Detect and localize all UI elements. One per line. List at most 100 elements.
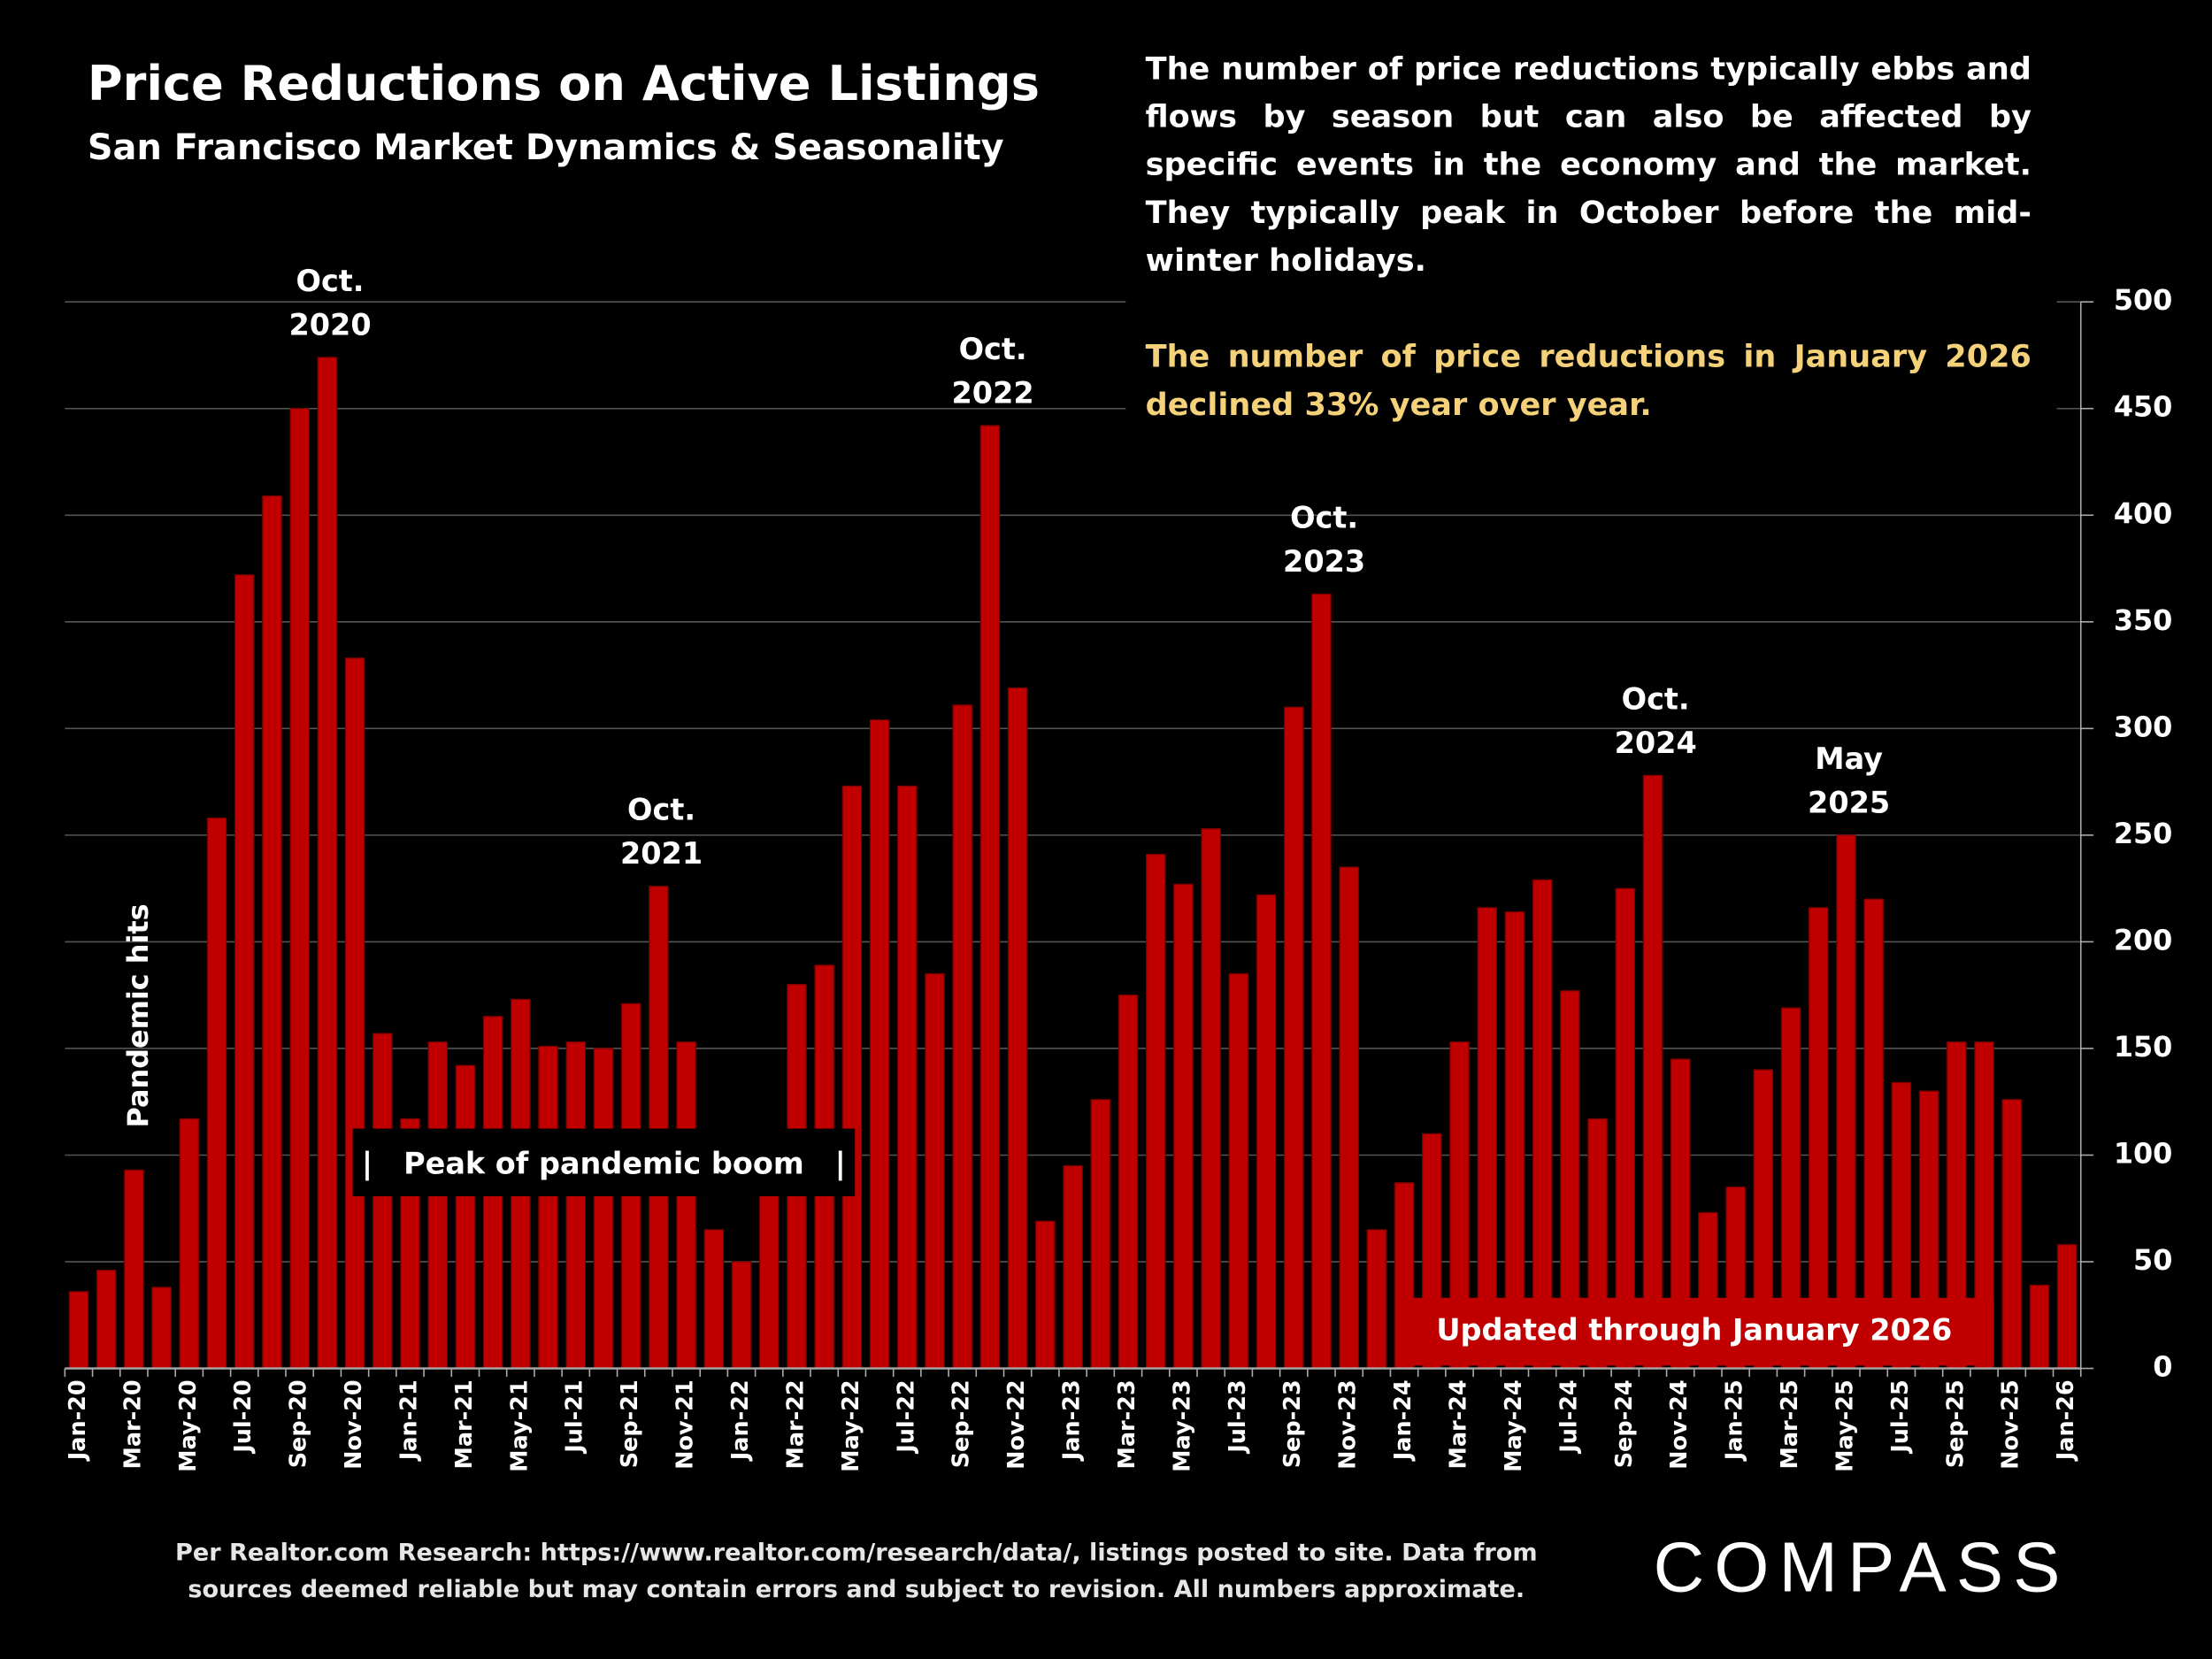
x-tick-label: Mar-23 — [1114, 1379, 1141, 1469]
bar — [1173, 883, 1194, 1370]
x-tick-label: Nov-24 — [1666, 1379, 1693, 1470]
pandemic-note: Pandemic hits — [121, 903, 155, 1127]
y-tick-label: 250 — [2114, 817, 2173, 850]
bar — [731, 1261, 752, 1370]
annotation: 2023 — [1283, 544, 1365, 579]
bar — [925, 972, 945, 1370]
annotation: Oct. — [1290, 500, 1358, 534]
x-tick-label: Nov-21 — [672, 1379, 699, 1470]
updated-box — [1396, 1297, 1993, 1366]
bar — [676, 1041, 696, 1370]
annotation: 2025 — [1808, 785, 1890, 819]
bar — [897, 785, 918, 1370]
bar — [2056, 1244, 2078, 1370]
annotation: Oct. — [627, 793, 695, 827]
x-tick-label: Mar-20 — [119, 1379, 146, 1469]
highlight: The number of price reductions in Januar… — [1145, 340, 2032, 424]
bar — [2001, 1099, 2022, 1370]
bar — [317, 357, 338, 1370]
bar — [68, 1291, 89, 1370]
x-tick-label: Mar-24 — [1445, 1379, 1471, 1469]
x-tick-label: Jul-22 — [893, 1379, 919, 1454]
bar — [565, 1041, 586, 1370]
bar — [1256, 894, 1277, 1370]
bar — [1063, 1164, 1083, 1370]
bar — [1836, 834, 1856, 1370]
y-tick-label: 500 — [2114, 283, 2173, 317]
y-tick-label: 400 — [2114, 496, 2173, 530]
x-tick-label: May-20 — [175, 1379, 202, 1472]
chart-title: Price Reductions on Active Listings — [87, 56, 1040, 113]
bar — [344, 657, 365, 1370]
x-tick-label: Jan-23 — [1059, 1379, 1086, 1462]
x-tick-label: Sep-22 — [949, 1379, 975, 1468]
footnote: Per Realtor.com Research: https://www.re… — [155, 1535, 1557, 1609]
bar — [1615, 887, 1636, 1370]
x-tick-label: Mar-21 — [451, 1379, 478, 1469]
x-tick-label: Jan-26 — [2053, 1379, 2079, 1462]
bar — [455, 1064, 476, 1370]
bar — [1145, 853, 1166, 1370]
boom-box — [352, 1128, 856, 1197]
x-tick-label: Jan-20 — [65, 1379, 91, 1462]
bar — [869, 719, 890, 1370]
y-tick-label: 350 — [2114, 603, 2173, 637]
bar — [649, 886, 669, 1370]
y-tick-label: 300 — [2114, 710, 2173, 743]
x-tick-label: Jul-21 — [562, 1379, 588, 1454]
x-tick-label: Nov-22 — [1003, 1379, 1030, 1470]
x-tick-label: Sep-20 — [286, 1379, 312, 1468]
y-tick-label: 100 — [2114, 1136, 2173, 1170]
chart-subtitle: San Francisco Market Dynamics & Seasonal… — [87, 127, 1004, 168]
annotation: 2022 — [952, 375, 1034, 410]
y-tick-label: 50 — [2133, 1243, 2172, 1277]
y-tick-label: 450 — [2114, 390, 2173, 424]
updated-note: Updated through January 2026 — [1436, 1313, 1952, 1348]
x-tick-label: Sep-24 — [1611, 1379, 1638, 1468]
bar — [179, 1118, 200, 1370]
description-backdrop — [1125, 0, 2057, 441]
x-tick-label: Jan-24 — [1390, 1379, 1417, 1462]
bar — [1283, 706, 1304, 1370]
annotation: 2024 — [1615, 726, 1697, 760]
bar — [538, 1045, 558, 1370]
x-tick-label: May-23 — [1169, 1379, 1195, 1472]
bar — [979, 425, 1001, 1370]
bar — [151, 1286, 172, 1370]
bar — [1090, 1099, 1111, 1370]
y-tick-label: 150 — [2114, 1030, 2173, 1064]
x-tick-label: Mar-22 — [782, 1379, 809, 1469]
x-tick-label: Jan-22 — [727, 1379, 754, 1462]
x-tick-label: Nov-20 — [341, 1379, 367, 1470]
bar — [841, 785, 863, 1370]
annotation: 2021 — [620, 836, 703, 871]
x-tick-label: Jul-20 — [230, 1379, 257, 1454]
bar — [1118, 995, 1139, 1370]
bar — [2029, 1284, 2050, 1370]
y-tick-label: 200 — [2114, 923, 2173, 956]
logo: COMPASS — [1653, 1527, 2070, 1608]
annotation: 2020 — [288, 307, 371, 342]
bar — [289, 408, 310, 1370]
bar — [427, 1041, 448, 1370]
x-tick-label: May-25 — [1832, 1379, 1858, 1472]
footnote-line: sources deemed reliable but may contain … — [188, 1575, 1525, 1604]
annotation: Oct. — [959, 332, 1027, 366]
annotation: Oct. — [1622, 681, 1690, 716]
bar — [262, 495, 282, 1370]
bar — [1366, 1229, 1387, 1370]
bar — [124, 1169, 144, 1370]
x-tick-label: Sep-23 — [1279, 1379, 1306, 1468]
boom-note: | Peak of pandemic boom | — [362, 1146, 846, 1180]
annotation: Oct. — [296, 264, 365, 298]
footnote-line: Per Realtor.com Research: https://www.re… — [174, 1539, 1538, 1568]
bar — [1642, 774, 1663, 1370]
bar — [1201, 828, 1221, 1370]
x-tick-label: Mar-25 — [1777, 1379, 1803, 1469]
bar — [1311, 593, 1332, 1370]
x-tick-label: Jul-25 — [1887, 1379, 1914, 1454]
bar — [96, 1270, 117, 1370]
x-tick-label: May-22 — [838, 1379, 864, 1472]
